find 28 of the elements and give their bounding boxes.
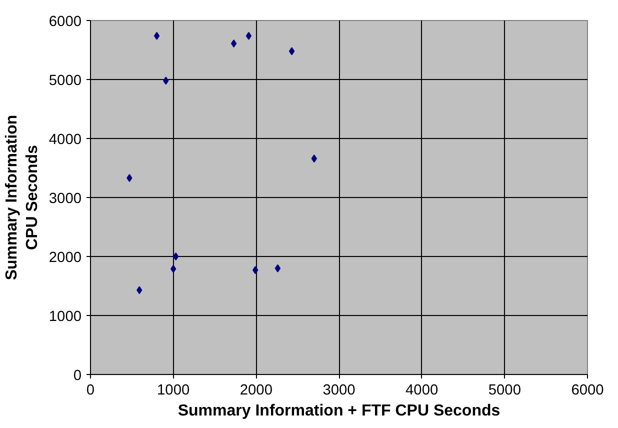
y-axis-title: Summary Information CPU Seconds xyxy=(3,114,41,280)
point xyxy=(246,32,252,40)
x-tick-label: 5000 xyxy=(488,382,521,398)
y-tick-label: 1000 xyxy=(48,309,82,325)
y-tick-label: 0 xyxy=(73,368,82,384)
y-tick-label: 3000 xyxy=(48,191,82,207)
x-tick-label: 2000 xyxy=(240,382,272,398)
point xyxy=(126,174,132,182)
point xyxy=(154,32,160,40)
point xyxy=(170,264,176,273)
point xyxy=(230,40,237,48)
y-tick-label: 4000 xyxy=(48,132,82,148)
x-tick-label: 6000 xyxy=(571,382,604,398)
point xyxy=(163,76,169,85)
x-axis-title: Summary Information + FTF CPU Seconds xyxy=(178,402,500,420)
x-tick-label: 4000 xyxy=(406,382,438,398)
x-tick-label: 3000 xyxy=(322,382,356,398)
y-tick-label: 6000 xyxy=(48,14,82,30)
x-tick-label: 0 xyxy=(86,382,95,398)
point xyxy=(311,154,317,163)
point xyxy=(274,264,281,272)
y-tick-label: 5000 xyxy=(48,73,82,89)
x-tick-label: 1000 xyxy=(157,382,190,398)
point xyxy=(172,252,179,260)
y-tick-label: 2000 xyxy=(48,250,82,266)
point xyxy=(252,266,258,274)
point xyxy=(136,286,142,294)
point xyxy=(288,47,295,56)
